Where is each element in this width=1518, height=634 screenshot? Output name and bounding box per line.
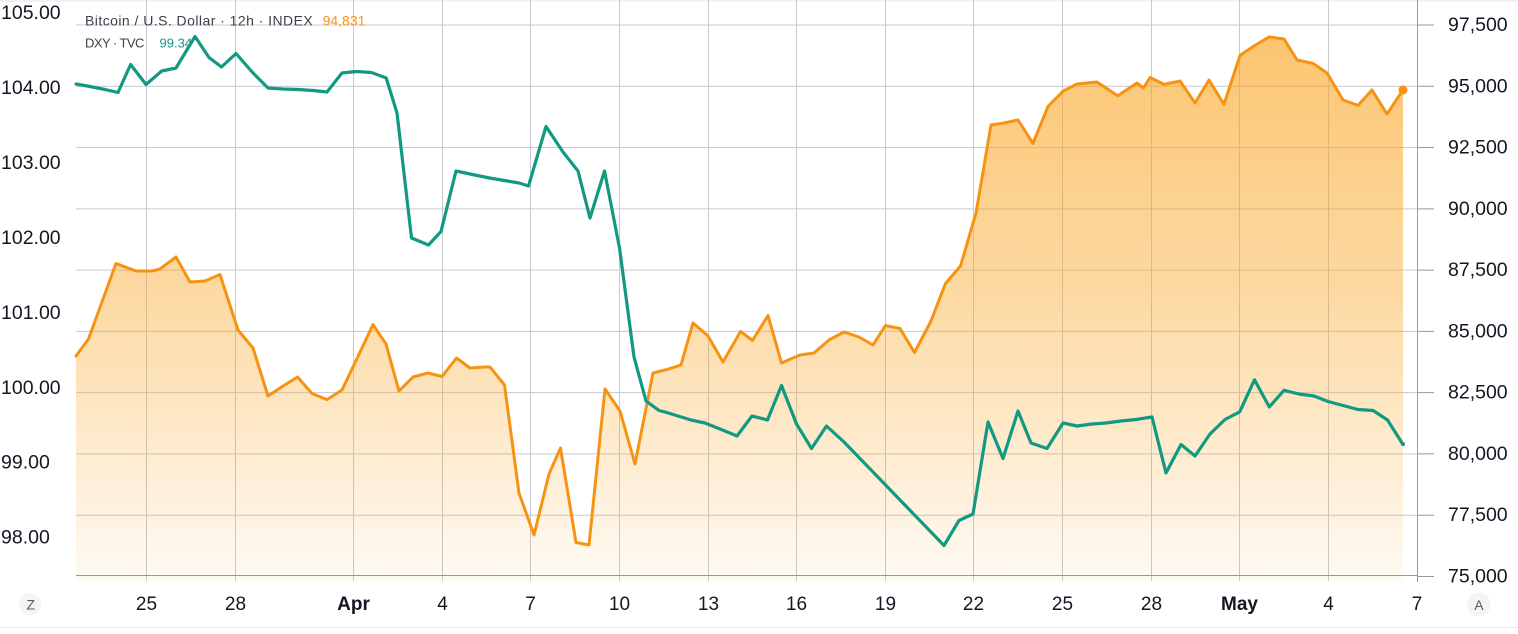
svg-text:7: 7 (525, 594, 536, 615)
svg-text:98.00: 98.00 (1, 527, 50, 549)
svg-text:28: 28 (225, 594, 246, 615)
svg-text:10: 10 (609, 594, 630, 615)
svg-text:25: 25 (136, 594, 157, 615)
svg-text:7: 7 (1412, 594, 1423, 615)
svg-text:104.00: 104.00 (1, 77, 61, 99)
svg-text:100.00: 100.00 (1, 377, 61, 399)
svg-text:105.00: 105.00 (1, 2, 61, 24)
svg-text:13: 13 (698, 594, 719, 615)
svg-text:99.00: 99.00 (1, 452, 50, 474)
svg-text:92,500: 92,500 (1448, 137, 1508, 159)
svg-text:94,831: 94,831 (323, 13, 366, 29)
svg-text:85,000: 85,000 (1448, 320, 1508, 342)
svg-text:77,500: 77,500 (1448, 504, 1508, 526)
svg-text:19: 19 (875, 594, 896, 615)
svg-text:4: 4 (437, 594, 448, 615)
svg-text:Z: Z (27, 597, 36, 613)
svg-text:103.00: 103.00 (1, 152, 61, 174)
svg-text:A: A (1474, 597, 1484, 613)
svg-text:99.34: 99.34 (160, 36, 193, 51)
svg-text:28: 28 (1141, 594, 1162, 615)
svg-text:16: 16 (786, 594, 807, 615)
svg-text:Apr: Apr (337, 594, 370, 615)
svg-text:DXY · TVC: DXY · TVC (85, 36, 144, 51)
svg-text:102.00: 102.00 (1, 227, 61, 249)
svg-text:101.00: 101.00 (1, 302, 61, 324)
svg-text:95,000: 95,000 (1448, 75, 1508, 97)
svg-text:82,500: 82,500 (1448, 382, 1508, 404)
svg-text:Bitcoin / U.S. Dollar · 12h ·: Bitcoin / U.S. Dollar · 12h · INDEX (85, 13, 313, 29)
svg-text:22: 22 (963, 594, 984, 615)
svg-text:97,500: 97,500 (1448, 14, 1508, 36)
svg-text:4: 4 (1323, 594, 1334, 615)
svg-text:75,000: 75,000 (1448, 565, 1508, 587)
svg-text:80,000: 80,000 (1448, 443, 1508, 465)
svg-text:90,000: 90,000 (1448, 198, 1508, 220)
svg-text:25: 25 (1052, 594, 1073, 615)
svg-text:87,500: 87,500 (1448, 259, 1508, 281)
svg-text:May: May (1221, 594, 1258, 615)
